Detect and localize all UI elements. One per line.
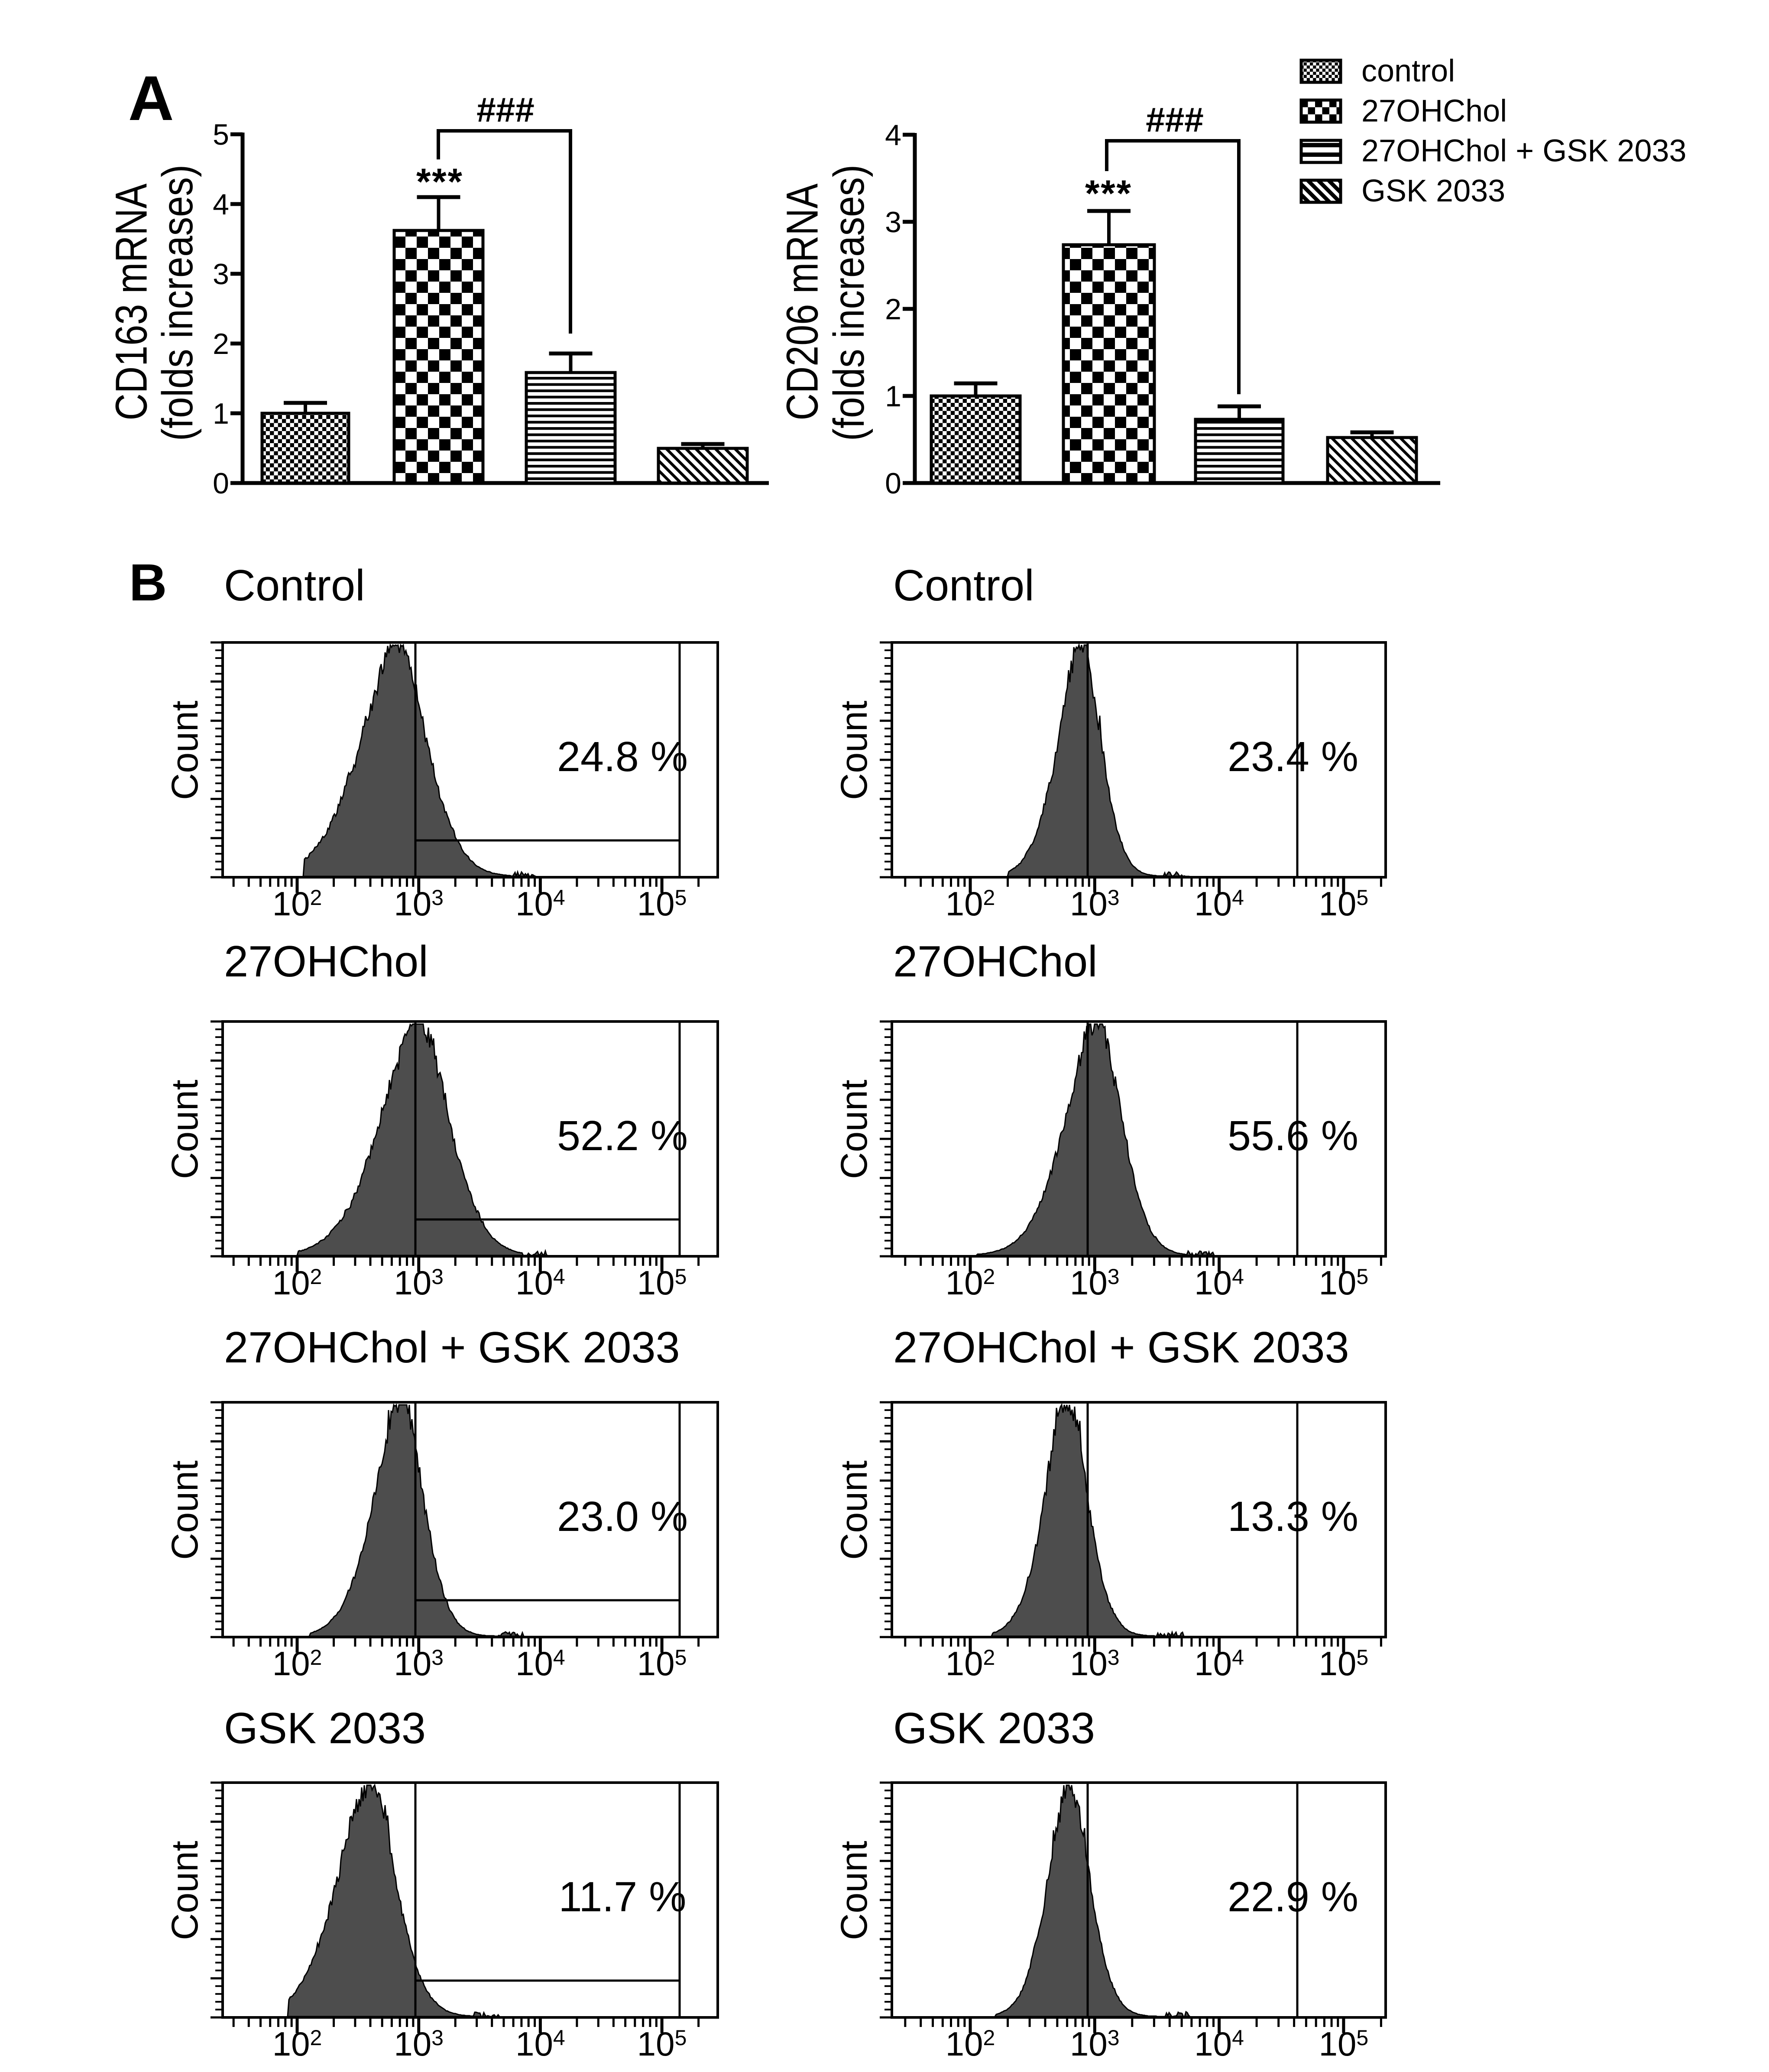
svg-text:24.8 %: 24.8 %	[557, 733, 688, 780]
svg-text:27OHChol + GSK 2033: 27OHChol + GSK 2033	[1361, 134, 1686, 169]
svg-text:27OHChol + GSK 2033: 27OHChol + GSK 2033	[224, 1323, 680, 1372]
svg-text:B: B	[129, 553, 167, 612]
svg-text:GSK 2033: GSK 2033	[1361, 174, 1505, 208]
svg-text:CD206 mRNA: CD206 mRNA	[778, 183, 827, 420]
svg-text:23.0 %: 23.0 %	[557, 1493, 688, 1540]
svg-text:A: A	[128, 63, 174, 133]
svg-text:###: ###	[1146, 101, 1203, 139]
svg-text:2: 2	[885, 293, 901, 326]
svg-text:###: ###	[476, 91, 534, 129]
svg-text:0: 0	[213, 467, 229, 500]
svg-text:102: 102	[272, 2025, 322, 2063]
svg-text:0: 0	[885, 467, 901, 500]
svg-text:Control: Control	[893, 561, 1034, 610]
svg-text:GSK 2033: GSK 2033	[224, 1704, 426, 1753]
svg-text:Count: Count	[833, 1841, 875, 1940]
svg-text:4: 4	[213, 188, 229, 221]
svg-text:27OHChol + GSK 2033: 27OHChol + GSK 2033	[893, 1323, 1349, 1372]
svg-text:GSK 2033: GSK 2033	[893, 1704, 1095, 1753]
svg-text:Count: Count	[164, 1460, 206, 1560]
svg-text:3: 3	[885, 206, 901, 239]
svg-text:Count: Count	[833, 700, 875, 800]
svg-text:27OHChol: 27OHChol	[224, 937, 428, 986]
svg-text:13.3 %: 13.3 %	[1228, 1493, 1358, 1540]
svg-text:3: 3	[213, 258, 229, 291]
svg-text:(folds increases): (folds increases)	[153, 165, 202, 441]
svg-text:Count: Count	[164, 700, 206, 800]
svg-text:55.6 %: 55.6 %	[1228, 1112, 1358, 1159]
svg-text:***: ***	[416, 161, 463, 203]
svg-text:1: 1	[885, 380, 901, 413]
svg-text:Count: Count	[164, 1080, 206, 1179]
svg-text:103: 103	[394, 2025, 444, 2063]
svg-text:11.7 %: 11.7 %	[559, 1873, 687, 1920]
svg-text:Control: Control	[224, 561, 365, 610]
svg-text:control: control	[1361, 54, 1455, 88]
svg-text:Count: Count	[164, 1841, 206, 1940]
svg-text:22.9 %: 22.9 %	[1228, 1873, 1358, 1920]
svg-text:103: 103	[394, 1644, 444, 1683]
svg-text:23.4 %: 23.4 %	[1228, 733, 1358, 780]
svg-text:105: 105	[1319, 2025, 1369, 2063]
svg-text:27OHChol: 27OHChol	[893, 937, 1098, 986]
svg-text:27OHChol: 27OHChol	[1361, 94, 1507, 128]
svg-text:4: 4	[885, 119, 901, 152]
svg-text:52.2 %: 52.2 %	[557, 1112, 688, 1159]
svg-text:5: 5	[213, 118, 229, 151]
svg-text:2: 2	[213, 327, 229, 360]
svg-text:1: 1	[213, 397, 229, 430]
svg-text:***: ***	[1085, 173, 1131, 214]
svg-text:Count: Count	[833, 1080, 875, 1179]
svg-text:Count: Count	[833, 1460, 875, 1560]
svg-text:103: 103	[394, 1264, 444, 1302]
svg-text:CD163 mRNA: CD163 mRNA	[107, 183, 156, 420]
svg-text:(folds increases): (folds increases)	[825, 165, 873, 441]
